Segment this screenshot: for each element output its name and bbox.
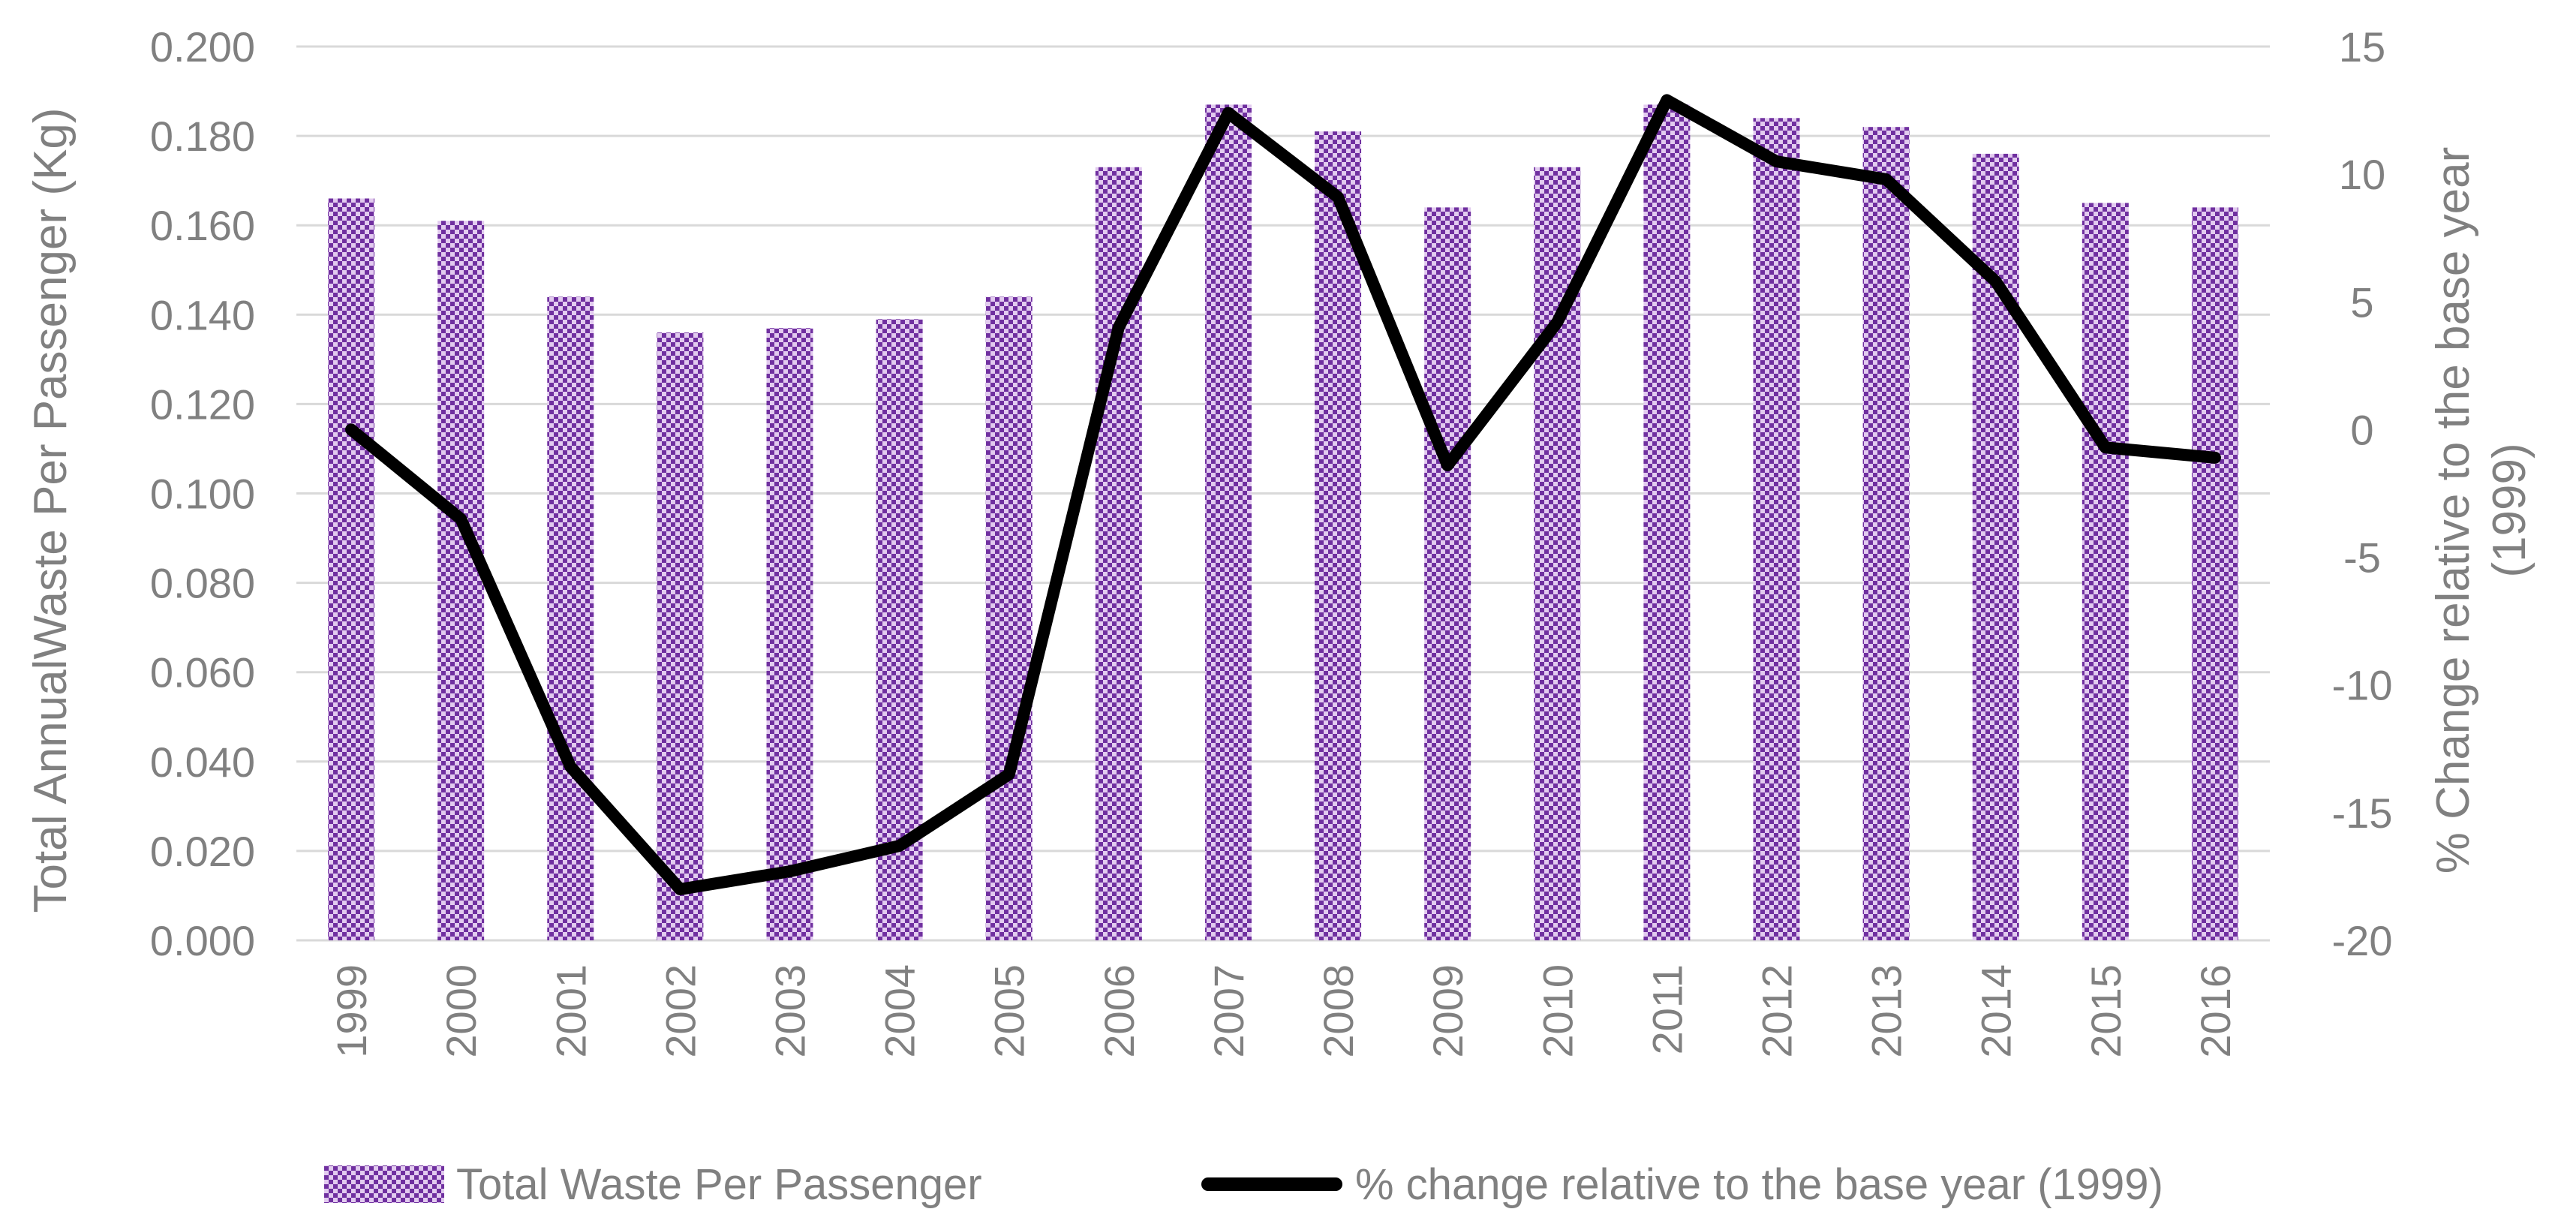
line-point-2009	[1447, 465, 1449, 467]
right-axis-title-line2: (1999)	[2484, 443, 2535, 577]
line-series	[345, 94, 2221, 895]
line-point-1999	[350, 429, 353, 431]
y-tick-label: 0.140	[150, 291, 255, 338]
bar-2007	[1204, 104, 1252, 940]
x-tick-label-1999: 1999	[328, 964, 375, 1058]
legend: Total Waste Per Passenger % change relat…	[324, 1160, 2163, 1209]
legend-bar-label: Total Waste Per Passenger	[456, 1160, 982, 1209]
bar-2000	[437, 221, 485, 940]
y-tick-label: 0.080	[150, 560, 255, 607]
x-tick-label-2010: 2010	[1534, 964, 1581, 1058]
bar-2011	[1643, 104, 1691, 940]
line-point-2008	[1337, 196, 1339, 198]
bar-2008	[1315, 131, 1362, 940]
x-tick-label-2005: 2005	[986, 964, 1033, 1058]
y2-tick-label: -5	[2343, 534, 2381, 582]
y-tick-label: 0.040	[150, 738, 255, 786]
line-point-2014	[1994, 281, 1997, 283]
left-axis-title: Total AnnualWaste Per Passenger (Kg)	[25, 108, 77, 913]
line-point-2006	[1117, 326, 1120, 329]
legend-bar-swatch	[324, 1165, 444, 1203]
line-point-2000	[460, 518, 462, 520]
bar-2002	[657, 332, 704, 940]
x-tick-label-2007: 2007	[1205, 964, 1252, 1058]
bar-2013	[1862, 127, 1910, 941]
x-axis-ticks: 1999 2000 2001 2002 2003 2004 2005 2006 2007 2008…	[328, 964, 2239, 1058]
x-tick-label-2015: 2015	[2082, 964, 2130, 1058]
y2-tick-label: -15	[2332, 789, 2393, 837]
line-point-2005	[1008, 773, 1010, 775]
x-tick-label-2009: 2009	[1424, 964, 1471, 1058]
pct-change-line	[345, 94, 2221, 895]
right-axis-title-line1: % Change relative to the base year	[2427, 147, 2479, 874]
y2-tick-label: 5	[2350, 278, 2373, 326]
x-tick-label-2014: 2014	[1973, 964, 2020, 1058]
bar-2015	[2082, 203, 2129, 940]
y-tick-label: 0.100	[150, 471, 255, 518]
x-tick-label-2000: 2000	[437, 964, 485, 1058]
line-point-2004	[898, 845, 900, 847]
bar-2005	[985, 296, 1033, 941]
y-tick-label: 0.000	[150, 917, 255, 964]
y-tick-label: 0.200	[150, 23, 255, 71]
x-tick-label-2006: 2006	[1096, 964, 1143, 1058]
x-tick-label-2008: 2008	[1315, 964, 1362, 1058]
line-point-2011	[1666, 99, 1668, 101]
y-tick-label: 0.160	[150, 202, 255, 249]
right-axis-ticks: -20 -15 -10 -5 0 5 10 15	[2332, 23, 2393, 964]
x-tick-label-2016: 2016	[2192, 964, 2239, 1058]
line-point-2003	[789, 871, 791, 873]
x-tick-label-2004: 2004	[876, 964, 924, 1058]
line-point-2015	[2104, 447, 2106, 449]
bar-series	[328, 104, 2238, 941]
y2-tick-label: 0	[2350, 406, 2373, 453]
left-axis-ticks: 0.000 0.020 0.040 0.060 0.080 0.100 0.120 0.140…	[150, 23, 255, 964]
bar-1999	[328, 198, 375, 941]
x-tick-label-2012: 2012	[1754, 964, 1801, 1058]
y2-tick-label: -10	[2332, 662, 2393, 709]
x-tick-label-2001: 2001	[547, 964, 594, 1058]
bar-2003	[766, 328, 813, 940]
line-point-2013	[1885, 178, 1887, 180]
line-point-2012	[1775, 161, 1778, 163]
bar-2016	[2191, 207, 2238, 940]
y2-tick-label: -20	[2332, 917, 2393, 964]
gridlines	[296, 45, 2270, 942]
y-tick-label: 0.180	[150, 113, 255, 160]
legend-line-label: % change relative to the base year (1999…	[1355, 1160, 2163, 1209]
line-point-2007	[1227, 112, 1229, 114]
bar-2001	[547, 296, 594, 941]
bar-2009	[1424, 207, 1471, 940]
x-tick-label-2011: 2011	[1643, 964, 1691, 1054]
y2-tick-label: 10	[2339, 151, 2385, 198]
x-tick-label-2002: 2002	[657, 964, 704, 1058]
y-tick-label: 0.060	[150, 649, 255, 696]
line-point-2016	[2214, 456, 2216, 459]
line-point-2010	[1556, 321, 1559, 323]
y-tick-label: 0.120	[150, 380, 255, 428]
line-point-2002	[679, 888, 681, 890]
bar-2012	[1753, 118, 1800, 940]
x-tick-label-2013: 2013	[1863, 964, 1910, 1058]
y2-tick-label: 15	[2339, 23, 2385, 71]
line-point-2001	[570, 765, 572, 768]
y-tick-label: 0.020	[150, 828, 255, 875]
x-tick-label-2003: 2003	[767, 964, 814, 1058]
